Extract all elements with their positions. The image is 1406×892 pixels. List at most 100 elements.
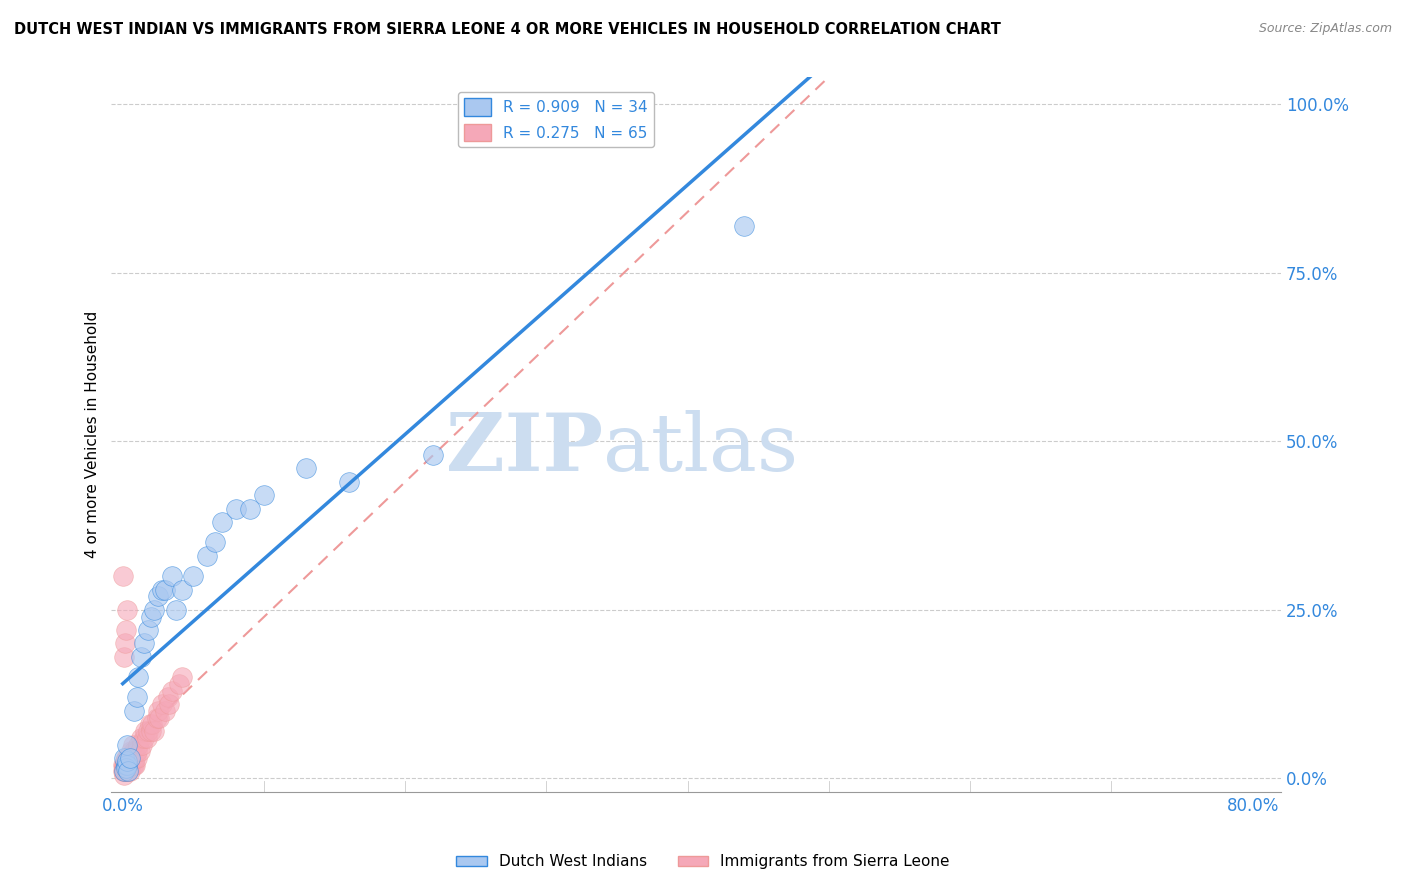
Point xyxy=(120,744,142,758)
Point xyxy=(145,710,167,724)
Point xyxy=(204,535,226,549)
Point xyxy=(112,751,135,765)
Point xyxy=(124,757,146,772)
Point xyxy=(112,764,135,779)
Point xyxy=(295,461,318,475)
Point xyxy=(114,755,136,769)
Point xyxy=(139,724,162,739)
Point xyxy=(225,501,247,516)
Text: DUTCH WEST INDIAN VS IMMIGRANTS FROM SIERRA LEONE 4 OR MORE VEHICLES IN HOUSEHOL: DUTCH WEST INDIAN VS IMMIGRANTS FROM SIE… xyxy=(14,22,1001,37)
Point xyxy=(112,761,135,775)
Point xyxy=(112,768,135,782)
Point xyxy=(141,717,163,731)
Point xyxy=(167,677,190,691)
Point xyxy=(170,670,193,684)
Point xyxy=(422,448,444,462)
Point xyxy=(117,761,139,775)
Point xyxy=(132,636,155,650)
Point xyxy=(160,683,183,698)
Point xyxy=(117,757,139,772)
Point xyxy=(114,757,136,772)
Point xyxy=(156,690,179,705)
Point xyxy=(122,704,145,718)
Point xyxy=(117,751,139,765)
Point xyxy=(138,717,160,731)
Point xyxy=(135,731,157,745)
Text: atlas: atlas xyxy=(603,409,797,488)
Point xyxy=(115,761,138,775)
Point xyxy=(129,731,152,745)
Text: Source: ZipAtlas.com: Source: ZipAtlas.com xyxy=(1258,22,1392,36)
Point xyxy=(142,724,165,739)
Point xyxy=(139,609,162,624)
Point xyxy=(114,757,136,772)
Point xyxy=(115,738,138,752)
Point xyxy=(150,582,173,597)
Text: ZIP: ZIP xyxy=(446,409,603,488)
Point xyxy=(112,757,135,772)
Point xyxy=(150,697,173,711)
Point xyxy=(160,569,183,583)
Point xyxy=(118,751,141,765)
Point xyxy=(142,603,165,617)
Point xyxy=(197,549,219,563)
Point xyxy=(115,603,138,617)
Point xyxy=(115,757,138,772)
Point xyxy=(134,724,156,739)
Point xyxy=(115,764,138,779)
Point xyxy=(148,710,170,724)
Point xyxy=(117,764,139,779)
Point xyxy=(118,764,141,779)
Point xyxy=(124,751,146,765)
Point xyxy=(121,751,143,765)
Point xyxy=(112,569,135,583)
Point xyxy=(146,589,169,603)
Point xyxy=(153,582,176,597)
Point xyxy=(114,757,136,772)
Legend: Dutch West Indians, Immigrants from Sierra Leone: Dutch West Indians, Immigrants from Sier… xyxy=(450,848,956,875)
Point xyxy=(122,744,145,758)
Point xyxy=(157,697,180,711)
Point xyxy=(337,475,360,489)
Point xyxy=(112,761,135,775)
Point xyxy=(127,738,149,752)
Point xyxy=(170,582,193,597)
Point xyxy=(733,219,755,233)
Point xyxy=(112,764,135,779)
Point xyxy=(118,755,141,769)
Point xyxy=(253,488,276,502)
Point xyxy=(165,603,187,617)
Point xyxy=(115,751,138,765)
Point xyxy=(125,690,148,705)
Point xyxy=(136,724,159,739)
Point xyxy=(118,751,141,765)
Point xyxy=(129,649,152,664)
Point xyxy=(125,744,148,758)
Point xyxy=(153,704,176,718)
Point xyxy=(112,757,135,772)
Point xyxy=(122,757,145,772)
Point xyxy=(127,670,149,684)
Point xyxy=(114,761,136,775)
Point xyxy=(128,744,150,758)
Point xyxy=(114,623,136,637)
Point xyxy=(115,755,138,769)
Point xyxy=(114,636,136,650)
Point xyxy=(120,757,142,772)
Point xyxy=(117,764,139,779)
Point xyxy=(211,515,233,529)
Point xyxy=(112,764,135,779)
Point xyxy=(146,704,169,718)
Point xyxy=(120,751,142,765)
Point xyxy=(115,755,138,769)
Point xyxy=(183,569,205,583)
Point xyxy=(112,649,135,664)
Point xyxy=(121,738,143,752)
Point xyxy=(131,738,153,752)
Point xyxy=(136,623,159,637)
Point xyxy=(121,757,143,772)
Y-axis label: 4 or more Vehicles in Household: 4 or more Vehicles in Household xyxy=(86,311,100,558)
Point xyxy=(118,757,141,772)
Point xyxy=(114,751,136,765)
Point xyxy=(125,751,148,765)
